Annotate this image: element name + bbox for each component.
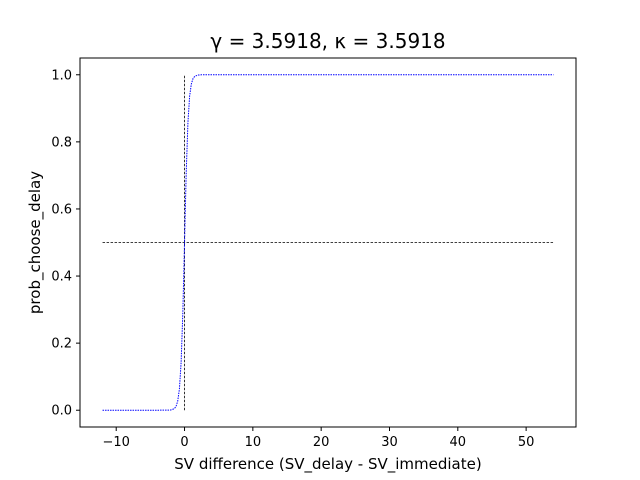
chart-title: γ = 3.5918, κ = 3.5918 <box>210 29 445 53</box>
x-axis: −10 0 10 20 30 40 50 <box>102 427 534 450</box>
y-tick-label: 0.0 <box>51 404 72 419</box>
reference-lines <box>102 74 554 411</box>
y-tick-label: 0.8 <box>51 135 72 150</box>
x-tick-label: 0 <box>180 435 188 450</box>
y-axis: 0.0 0.2 0.4 0.6 0.8 1.0 <box>51 68 80 419</box>
x-tick-label: 20 <box>313 435 330 450</box>
x-tick-label: 50 <box>518 435 535 450</box>
plot-frame <box>79 57 577 428</box>
y-tick-label: 1.0 <box>51 68 72 83</box>
x-axis-label: SV difference (SV_delay - SV_immediate) <box>174 455 481 474</box>
x-tick-label: 10 <box>245 435 262 450</box>
y-tick-label: 0.4 <box>51 270 72 285</box>
y-tick-label: 0.2 <box>51 337 72 352</box>
x-tick-label: −10 <box>102 435 129 450</box>
x-tick-label: 40 <box>450 435 467 450</box>
x-tick-label: 30 <box>381 435 398 450</box>
y-axis-label: prob_choose_delay <box>26 171 45 314</box>
y-tick-label: 0.6 <box>51 202 72 217</box>
